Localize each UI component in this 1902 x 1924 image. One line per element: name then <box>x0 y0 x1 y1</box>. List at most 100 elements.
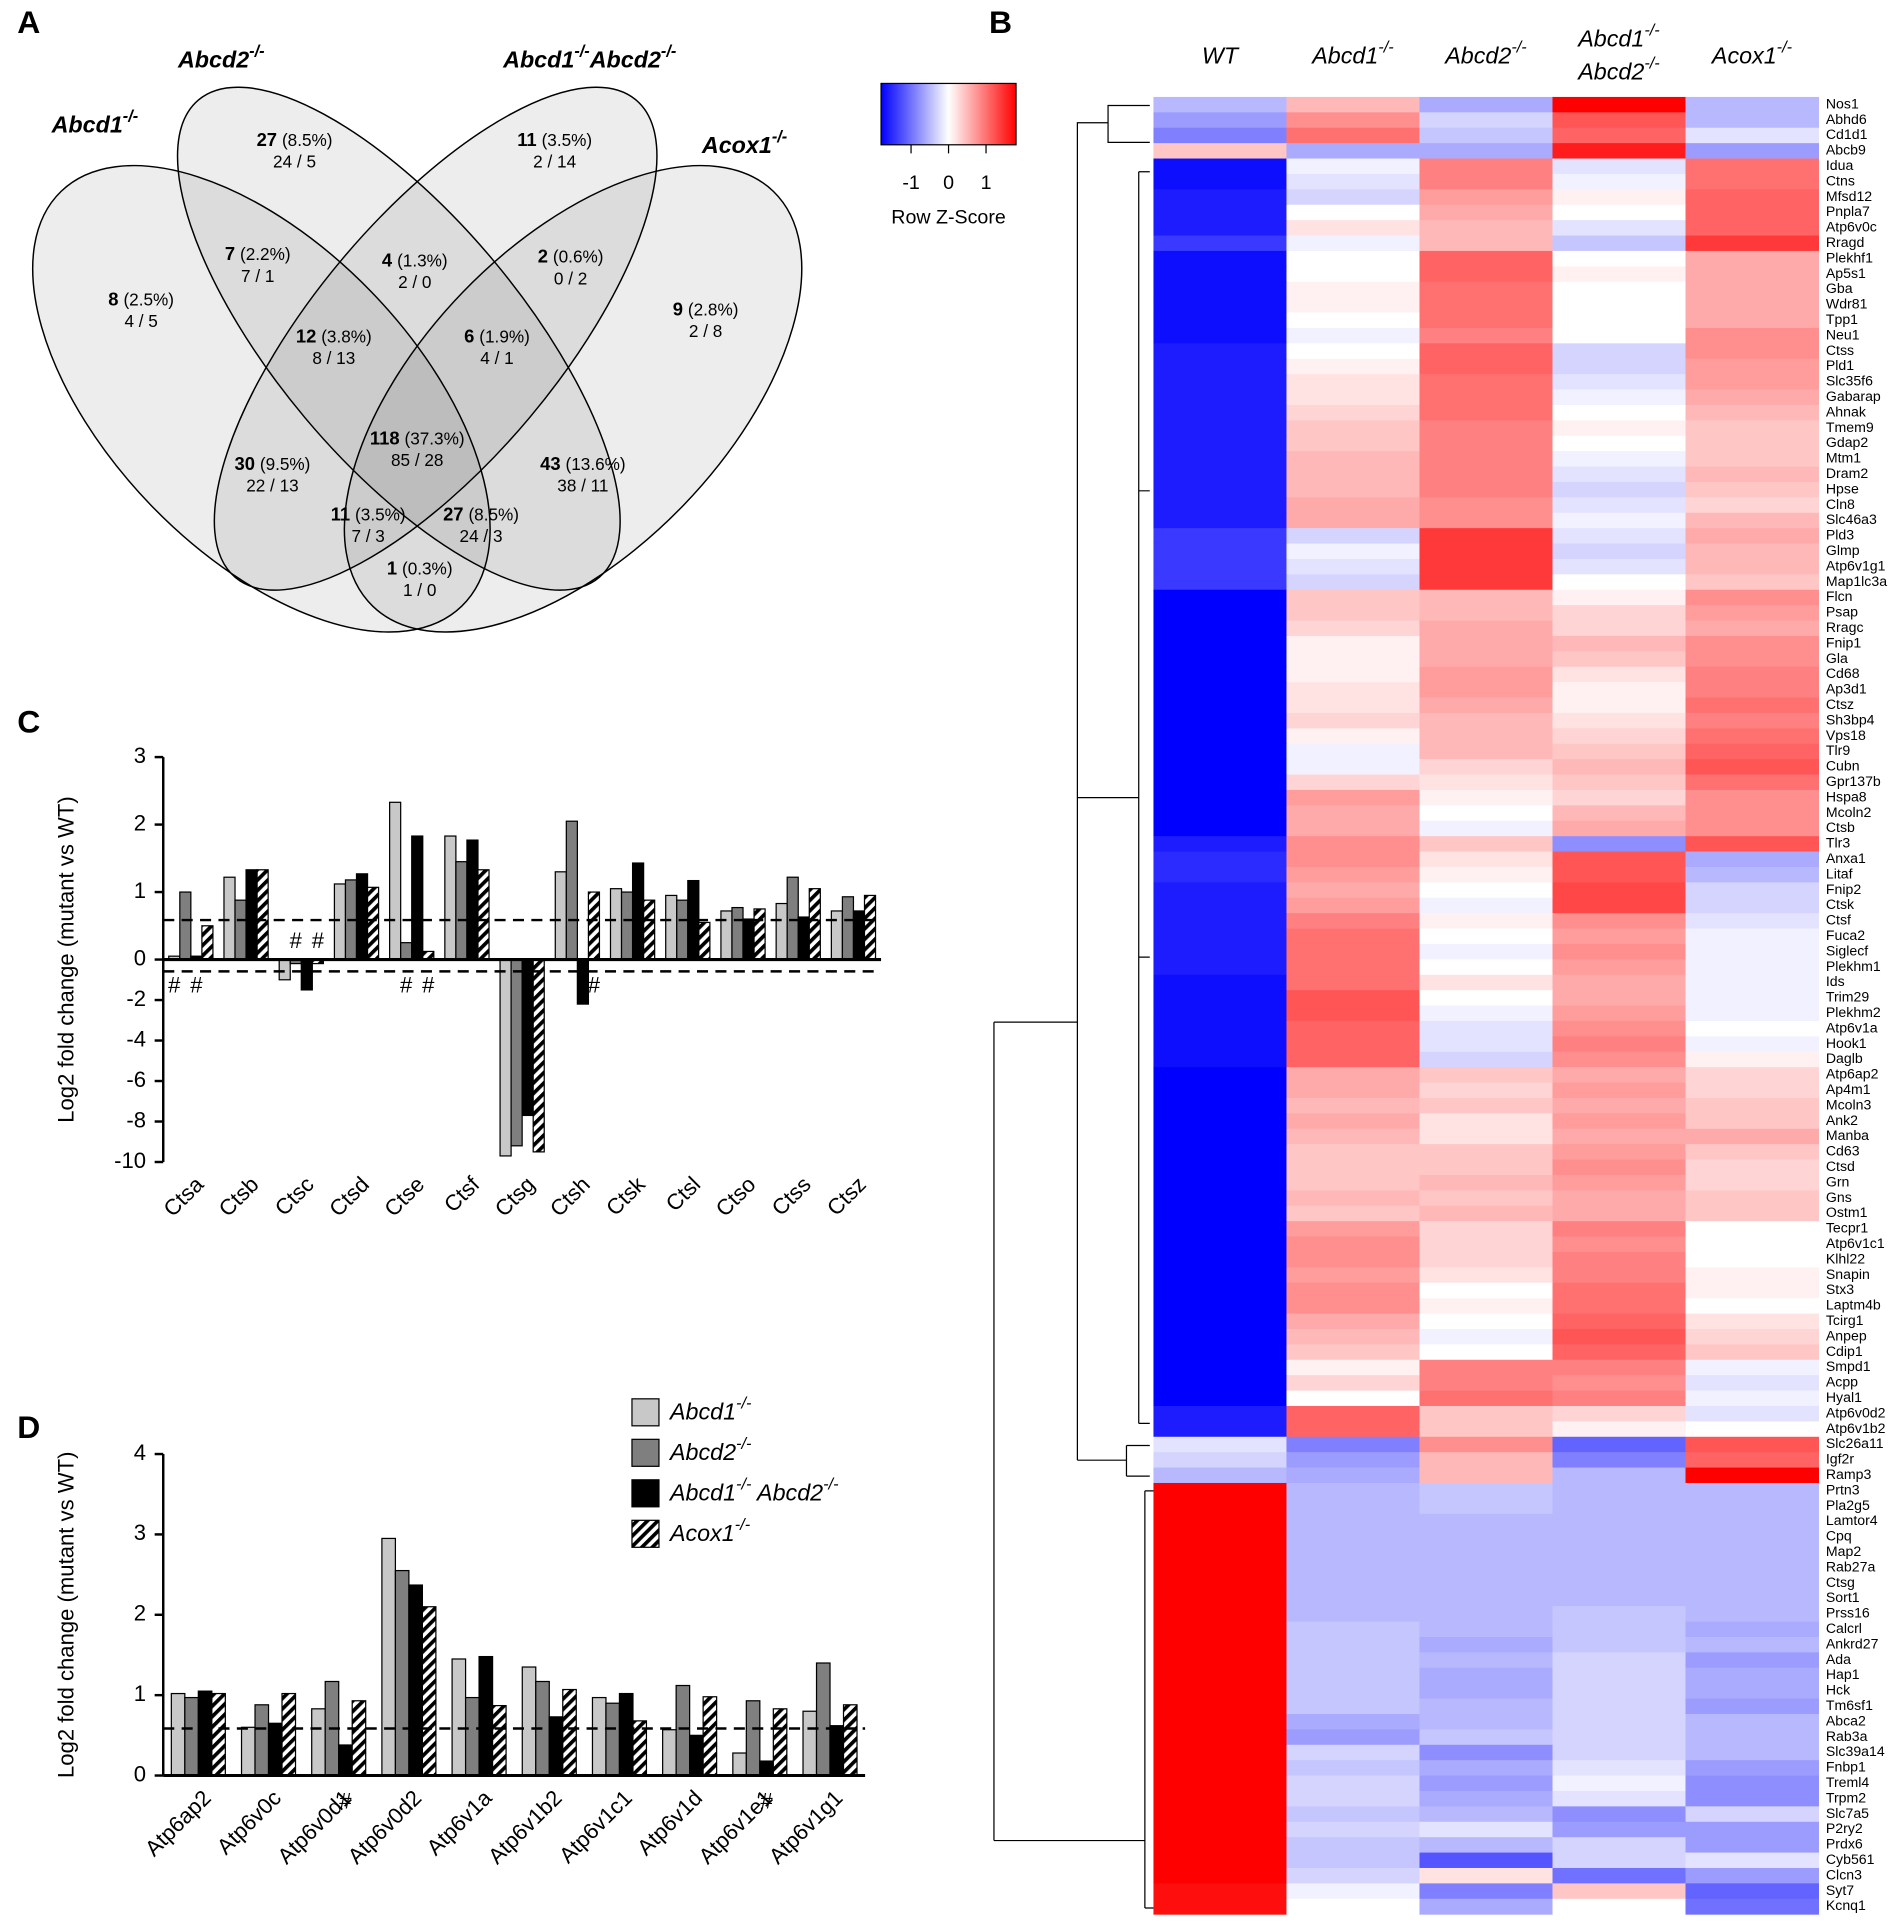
row-label: Cd68 <box>1826 665 1860 681</box>
heat-cell <box>1419 697 1553 714</box>
heat-cell <box>1153 1636 1287 1653</box>
heat-cell <box>1153 1298 1287 1315</box>
row-label: Kcnq1 <box>1826 1897 1866 1913</box>
heat-cell <box>1153 1036 1287 1053</box>
heat-cell <box>1552 204 1686 221</box>
row-label: Syt7 <box>1826 1882 1854 1898</box>
region-split: 7 / 3 <box>351 526 384 546</box>
heat-cell <box>1419 635 1553 652</box>
heat-cell <box>1286 1852 1420 1869</box>
x-tick-label: Ctsc <box>270 1172 319 1221</box>
bar <box>477 869 490 961</box>
row-label: Plekhm2 <box>1826 1004 1881 1020</box>
annotation: # <box>168 972 181 997</box>
heat-cell <box>1685 1467 1820 1484</box>
row-label: Tcirg1 <box>1826 1312 1864 1328</box>
heat-cell <box>1286 481 1420 498</box>
heat-cell <box>1552 1282 1686 1299</box>
heat-cell <box>1552 1313 1686 1330</box>
row-label: Gabarap <box>1826 388 1881 404</box>
region-split: 8 / 13 <box>312 348 355 368</box>
heat-cell <box>1286 1529 1420 1546</box>
legend-swatch <box>631 1438 660 1467</box>
row-label: Ap5s1 <box>1826 265 1866 281</box>
heat-cell <box>1552 558 1686 575</box>
row-label: Snapin <box>1826 1266 1870 1282</box>
heat-cell <box>1153 1559 1287 1576</box>
heat-cell <box>1685 1621 1820 1638</box>
heat-cell <box>1419 1559 1553 1576</box>
x-tick-label: Ctsf <box>439 1171 485 1217</box>
heat-cell <box>1685 635 1820 652</box>
region-count: 1 <box>387 557 397 578</box>
key-tick-label: -1 <box>902 172 919 194</box>
bar <box>759 1760 774 1777</box>
bar <box>278 958 291 981</box>
region-split: 38 / 11 <box>557 476 608 496</box>
heat-cell <box>1153 1313 1287 1330</box>
heat-cell <box>1419 1205 1553 1222</box>
heat-cell <box>1153 435 1287 452</box>
heat-cell <box>1552 1375 1686 1392</box>
x-tick-label: Ctss <box>767 1172 816 1221</box>
heat-cell <box>1419 1837 1553 1854</box>
heat-cell <box>1153 327 1287 344</box>
heat-cell <box>1685 697 1820 714</box>
heat-cell <box>1685 358 1820 375</box>
bar <box>245 869 258 961</box>
heat-cell <box>1419 404 1553 421</box>
heat-cell <box>1153 158 1287 175</box>
heat-cell <box>1286 1359 1420 1376</box>
heat-cell <box>1419 1729 1553 1746</box>
bar <box>338 1744 353 1777</box>
row-label: Rragc <box>1826 619 1864 635</box>
bar <box>211 1692 226 1777</box>
heat-cell <box>1552 435 1686 452</box>
heat-cell <box>1153 1667 1287 1684</box>
heat-cell <box>1552 1821 1686 1838</box>
row-label: Ctns <box>1826 172 1855 188</box>
bar <box>234 899 247 961</box>
heat-cell <box>1286 1575 1420 1592</box>
heat-cell <box>1552 1067 1686 1084</box>
heat-cell <box>1552 651 1686 668</box>
heat-cell <box>1286 743 1420 760</box>
y-tick-label: 0 <box>134 1761 146 1786</box>
row-label: Mtm1 <box>1826 450 1861 466</box>
heat-cell <box>1419 805 1553 822</box>
heat-cell <box>1153 913 1287 930</box>
heat-cell <box>1419 250 1553 267</box>
row-label: Igf2r <box>1826 1451 1855 1467</box>
heat-cell <box>1552 1359 1686 1376</box>
bar <box>281 1692 297 1777</box>
row-label: Atp6ap2 <box>1826 1066 1879 1082</box>
region-label: 11 (3.5%) <box>517 129 592 150</box>
heat-cell <box>1685 1482 1820 1499</box>
bar <box>521 958 534 1117</box>
bar <box>510 958 523 1147</box>
heat-cell <box>1552 127 1686 144</box>
heat-cell <box>1153 1760 1287 1777</box>
heat-cell <box>1419 836 1553 853</box>
bar <box>720 910 733 961</box>
legend-swatch <box>631 1398 660 1427</box>
heat-cell <box>1419 882 1553 899</box>
heat-cell <box>1153 528 1287 545</box>
heat-cell <box>1552 913 1686 930</box>
bar <box>381 1537 397 1777</box>
heat-cell <box>1685 1221 1820 1238</box>
heat-cell <box>1153 1775 1287 1792</box>
legend-label: Abcd1-/- <box>668 1395 752 1425</box>
heat-cell <box>1552 589 1686 606</box>
heat-cell <box>1153 1405 1287 1422</box>
row-label: Hap1 <box>1826 1666 1860 1682</box>
y-tick-label: 0 <box>134 945 146 970</box>
heat-cell <box>1685 1267 1820 1284</box>
heat-cell <box>1419 143 1553 160</box>
row-label: Ostm1 <box>1826 1204 1868 1220</box>
row-label: Ctsb <box>1826 819 1855 835</box>
row-label: Idua <box>1826 157 1854 173</box>
heat-cell <box>1552 327 1686 344</box>
heat-cell <box>1419 158 1553 175</box>
